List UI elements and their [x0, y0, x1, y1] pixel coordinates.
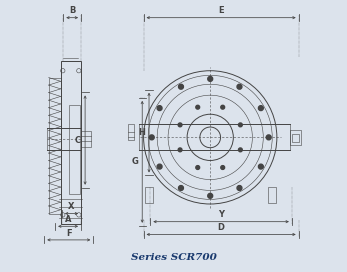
- Text: B: B: [69, 6, 75, 16]
- Circle shape: [238, 123, 242, 127]
- Bar: [81, 131, 91, 147]
- Circle shape: [259, 106, 263, 111]
- Text: H: H: [138, 128, 145, 137]
- Circle shape: [208, 193, 213, 198]
- Circle shape: [196, 166, 200, 169]
- Text: A: A: [65, 215, 71, 224]
- Circle shape: [178, 148, 182, 152]
- Circle shape: [221, 105, 225, 109]
- Circle shape: [208, 76, 213, 81]
- Bar: [49, 78, 61, 214]
- Circle shape: [157, 164, 162, 169]
- Text: C: C: [74, 135, 81, 145]
- Text: D: D: [218, 223, 225, 232]
- Text: Series SCR700: Series SCR700: [130, 252, 217, 262]
- Circle shape: [179, 186, 184, 190]
- Circle shape: [157, 106, 162, 111]
- Circle shape: [179, 84, 184, 89]
- Bar: [291, 134, 299, 141]
- Circle shape: [196, 105, 200, 109]
- Text: X: X: [68, 202, 75, 211]
- Circle shape: [178, 123, 182, 127]
- Circle shape: [221, 166, 225, 169]
- Circle shape: [237, 84, 242, 89]
- Text: E: E: [218, 6, 224, 16]
- Bar: [290, 130, 301, 145]
- Bar: [69, 105, 80, 194]
- Bar: [145, 187, 153, 203]
- Circle shape: [237, 186, 242, 190]
- Bar: [268, 187, 276, 203]
- Circle shape: [259, 164, 263, 169]
- Bar: [61, 61, 81, 224]
- Circle shape: [238, 148, 242, 152]
- Text: F: F: [66, 228, 71, 238]
- Text: Y: Y: [218, 210, 224, 220]
- Circle shape: [149, 135, 154, 140]
- Text: G: G: [131, 157, 138, 166]
- Bar: [128, 124, 134, 140]
- Circle shape: [266, 135, 271, 140]
